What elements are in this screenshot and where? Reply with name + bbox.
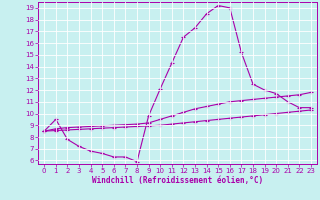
X-axis label: Windchill (Refroidissement éolien,°C): Windchill (Refroidissement éolien,°C) bbox=[92, 176, 263, 185]
